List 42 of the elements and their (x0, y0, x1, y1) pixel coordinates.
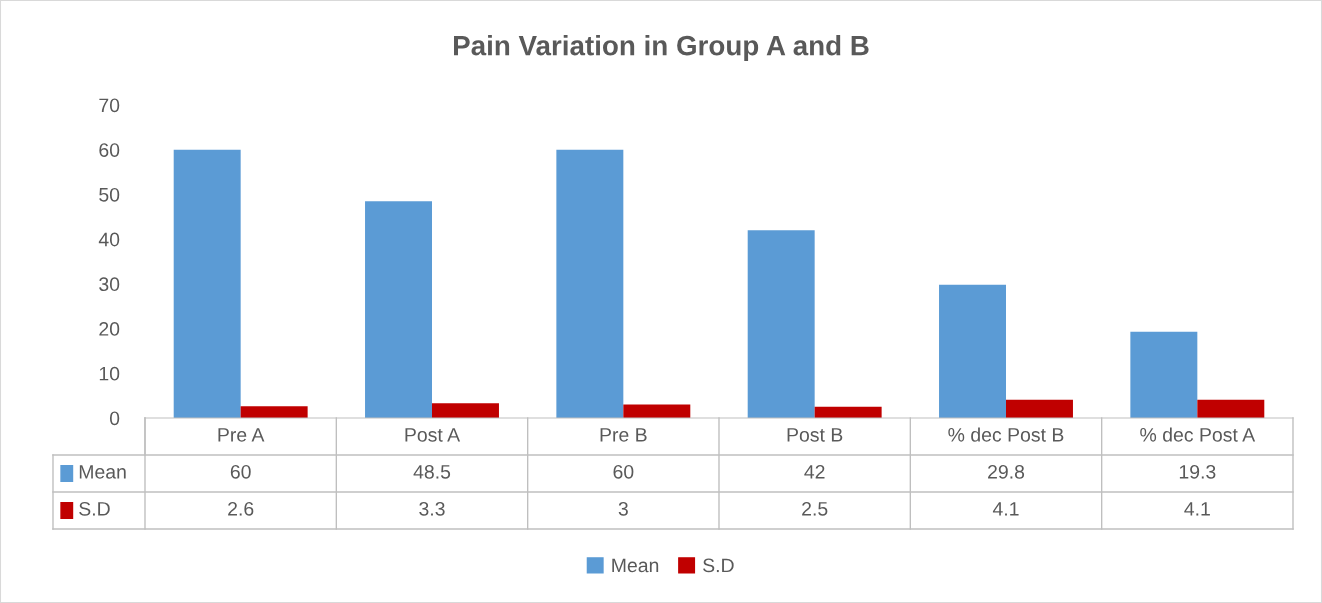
y-tick-label: 40 (98, 232, 120, 247)
data-label: 3.3 (419, 501, 445, 516)
bar (365, 201, 432, 418)
bar (1197, 399, 1265, 418)
bar (173, 149, 241, 418)
y-tick-label: 0 (109, 411, 120, 426)
legend-label: Mean (79, 465, 126, 479)
bar (1006, 399, 1073, 418)
data-label: 3 (618, 501, 628, 516)
data-label: 4.1 (1184, 502, 1210, 516)
y-tick-label: 70 (99, 98, 120, 113)
data-label: 60 (613, 464, 634, 479)
legend-label: S.D (703, 558, 734, 573)
bar (1130, 331, 1198, 418)
y-tick-label: 50 (99, 187, 120, 202)
data-label: 29.8 (988, 464, 1025, 479)
text: S.D (79, 501, 110, 516)
x-tick-label: % dec Post A (1140, 427, 1256, 442)
x-tick-label: % dec Post B (948, 427, 1064, 442)
bar (939, 284, 1006, 418)
data-label: 2.6 (228, 501, 254, 516)
y-tick-label: 10 (99, 366, 120, 381)
data-label: 42 (804, 464, 825, 479)
data-label: 48.5 (413, 464, 451, 479)
data-label: 2.5 (802, 501, 828, 516)
data-label: 60 (230, 464, 251, 479)
chart-title: Pain Variation in Group A and B (454, 35, 869, 61)
x-tick-label: Pre B (600, 428, 647, 442)
x-tick-label: Post B (787, 428, 843, 442)
y-tick-label: 60 (99, 143, 120, 157)
bar (623, 404, 691, 418)
data-label: 19.3 (1179, 464, 1216, 479)
x-tick-label: Pre A (218, 428, 265, 442)
y-tick-label: 30 (99, 277, 120, 292)
x-tick-label: Post A (405, 428, 461, 442)
data-label: 4.1 (992, 502, 1019, 516)
bar (240, 406, 308, 418)
bar (556, 149, 624, 418)
text: Mean (612, 558, 659, 573)
y-tick-label: 20 (99, 322, 120, 336)
bar (432, 403, 499, 418)
bar (747, 230, 815, 418)
